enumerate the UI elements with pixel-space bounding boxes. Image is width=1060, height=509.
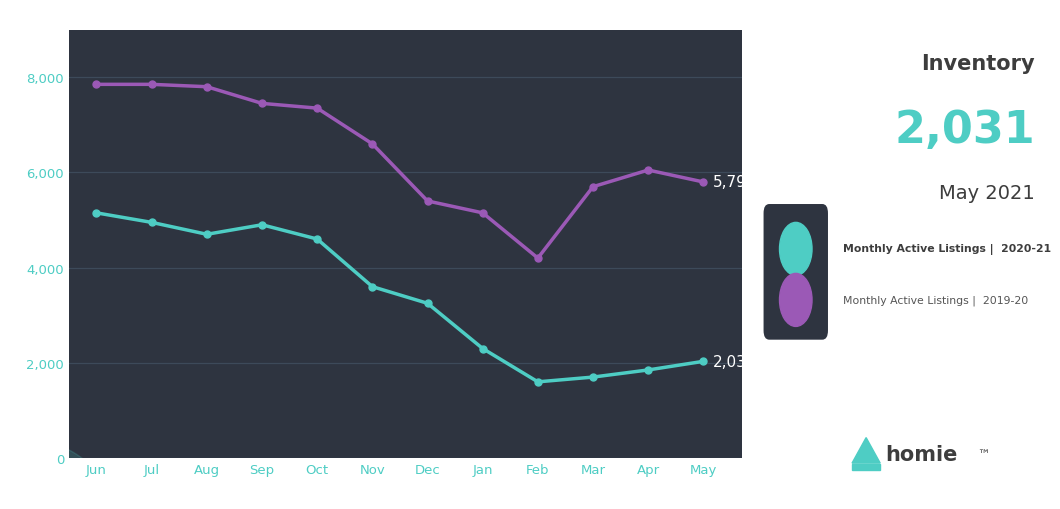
Polygon shape <box>852 438 880 463</box>
Text: ™: ™ <box>977 448 990 461</box>
Text: 5,799: 5,799 <box>713 175 757 190</box>
Bar <box>852 464 880 470</box>
Polygon shape <box>0 439 124 509</box>
Text: Monthly Active Listings |  2019-20: Monthly Active Listings | 2019-20 <box>843 295 1028 305</box>
Circle shape <box>779 223 812 276</box>
FancyBboxPatch shape <box>763 205 828 340</box>
Text: May 2021: May 2021 <box>939 184 1035 203</box>
Text: homie: homie <box>885 444 957 465</box>
Text: 2,031: 2,031 <box>713 354 757 369</box>
Text: Monthly Active Listings |  2020-21: Monthly Active Listings | 2020-21 <box>843 244 1050 255</box>
Text: 2,031: 2,031 <box>895 108 1035 151</box>
Circle shape <box>779 274 812 327</box>
Text: Inventory: Inventory <box>921 53 1035 74</box>
